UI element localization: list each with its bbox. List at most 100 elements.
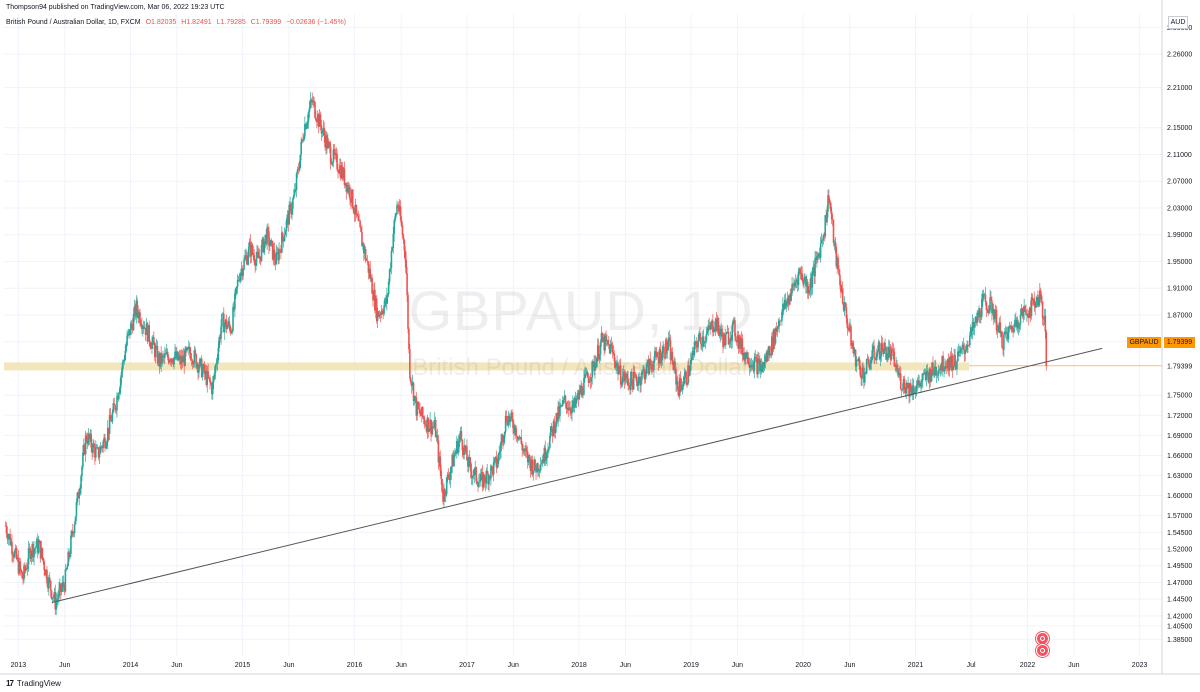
tradingview-logo[interactable]: 17 TradingView xyxy=(6,679,61,688)
candle-body xyxy=(1001,331,1003,348)
candle-body xyxy=(526,451,528,452)
candle-body xyxy=(979,308,981,318)
candle-body xyxy=(99,446,102,454)
candle-body xyxy=(388,269,391,282)
candle-body xyxy=(167,357,170,363)
candle-body xyxy=(693,341,696,356)
x-tick-label: Jul xyxy=(967,662,976,669)
candle-body xyxy=(750,364,753,367)
candle-body xyxy=(510,412,512,418)
candle-body xyxy=(214,364,217,373)
candle-body xyxy=(629,385,631,390)
candle-body xyxy=(713,328,716,332)
candle-body xyxy=(208,377,210,378)
candle-body xyxy=(338,172,340,174)
candle-body xyxy=(749,364,752,368)
x-tick-label: 2020 xyxy=(795,662,811,669)
candle-body xyxy=(80,476,82,489)
candle-body xyxy=(594,362,596,371)
candle-body xyxy=(413,396,416,402)
candle-body xyxy=(652,368,654,371)
candle-body xyxy=(685,371,687,384)
candle-body xyxy=(574,397,577,404)
candle-body xyxy=(989,297,991,312)
candle-body xyxy=(61,582,64,588)
candle-body xyxy=(943,370,945,372)
candle-body xyxy=(551,428,554,436)
candle-body xyxy=(97,447,100,458)
candle-body xyxy=(885,347,887,360)
candle-body xyxy=(642,370,644,372)
currency-button[interactable]: AUD xyxy=(1168,16,1188,29)
y-tick-label: 1.57000 xyxy=(1167,513,1192,520)
candle-body xyxy=(21,571,23,579)
candle-body xyxy=(279,249,281,250)
candle-body xyxy=(583,377,585,395)
candle-body xyxy=(788,295,791,305)
y-tick-label: 1.91000 xyxy=(1167,286,1192,293)
candle-body xyxy=(361,232,363,247)
candle-body xyxy=(101,447,104,449)
candle-body xyxy=(169,360,172,362)
candle-body xyxy=(11,541,13,555)
candle-body xyxy=(127,333,129,336)
candle-body xyxy=(601,333,604,342)
candle-body xyxy=(330,163,333,165)
candle-body xyxy=(218,337,221,348)
candle-body xyxy=(819,243,822,258)
candle-body xyxy=(779,320,781,322)
candle-body xyxy=(593,361,595,371)
candle-body xyxy=(984,294,987,303)
candle-body xyxy=(785,302,788,307)
candle-body xyxy=(198,367,200,373)
candle-body xyxy=(953,354,955,367)
candle-body xyxy=(753,358,756,372)
candle-body xyxy=(883,342,885,354)
candle-body xyxy=(251,244,254,253)
candle-body xyxy=(359,220,361,228)
candle-body xyxy=(113,403,116,405)
candle-body xyxy=(660,360,663,364)
candle-body xyxy=(242,269,244,276)
candle-body xyxy=(1023,306,1025,312)
candle-body xyxy=(187,347,189,349)
candle-body xyxy=(223,313,225,333)
candle-body xyxy=(31,543,34,555)
x-tick-label: 2018 xyxy=(571,662,587,669)
y-tick-label: 1.79399 xyxy=(1167,363,1192,370)
candle-body xyxy=(643,369,646,380)
instrument-title[interactable]: British Pound / Australian Dollar, 1D, F… xyxy=(6,19,141,26)
candle-body xyxy=(716,317,719,332)
candle-body xyxy=(471,476,474,479)
candle-body xyxy=(841,288,844,304)
candle-body xyxy=(747,363,750,365)
candle-body xyxy=(798,268,801,272)
candle-body xyxy=(407,294,409,329)
candle-body xyxy=(245,255,247,258)
candle-body xyxy=(914,391,917,393)
candle-body xyxy=(960,347,963,349)
candle-body xyxy=(451,454,454,467)
candle-body xyxy=(13,555,15,558)
candle-body xyxy=(137,311,139,319)
candle-body xyxy=(854,349,857,367)
event-marker-icon[interactable] xyxy=(1036,644,1049,657)
candle-body xyxy=(63,586,66,592)
candle-body xyxy=(465,446,467,452)
candle-body xyxy=(75,502,78,517)
candle-body xyxy=(231,330,233,333)
candle-body xyxy=(726,331,729,333)
candle-body xyxy=(898,373,900,376)
candle-body xyxy=(377,311,380,317)
candle-body xyxy=(724,334,726,346)
candle-body xyxy=(648,359,651,374)
candle-body xyxy=(517,436,520,440)
candle-body xyxy=(406,273,408,295)
candle-body xyxy=(673,361,675,370)
candle-body xyxy=(741,338,744,356)
candle-body xyxy=(24,568,27,572)
candle-body xyxy=(511,412,513,419)
candle-body xyxy=(333,149,336,155)
candle-body xyxy=(447,474,450,478)
